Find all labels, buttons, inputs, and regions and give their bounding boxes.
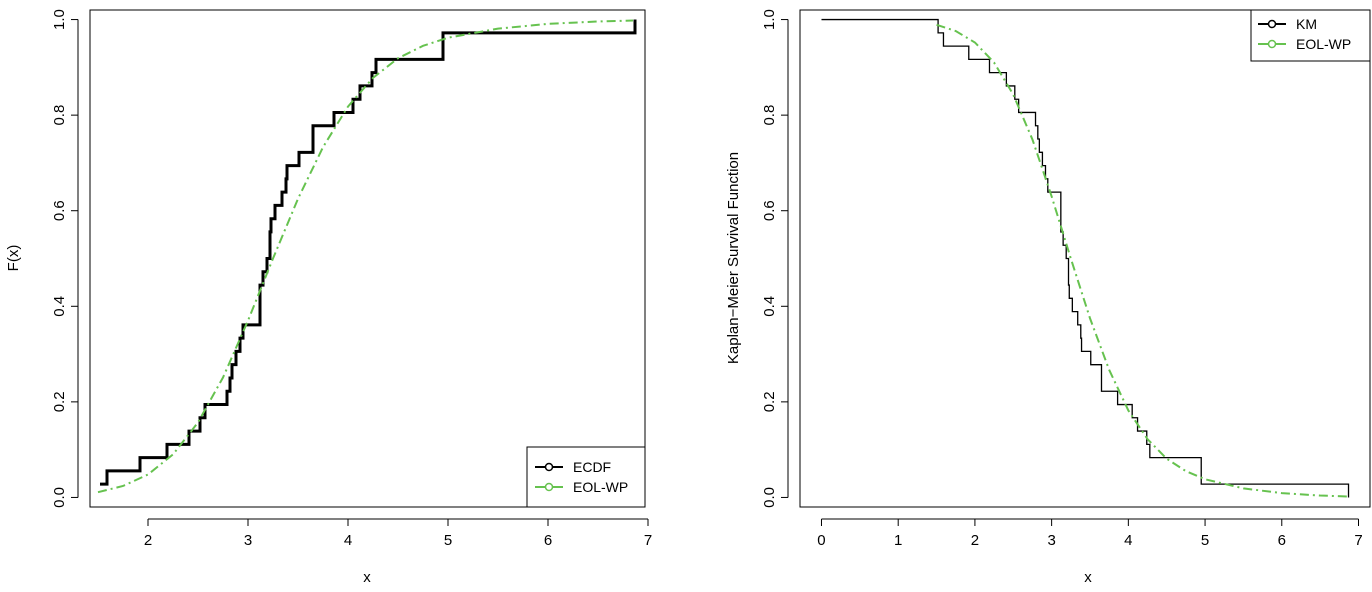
x-tick-label: 7 [644,532,652,549]
legend-eolwp-label: EOL-WP [573,479,628,495]
x-tick-label: 5 [1201,532,1209,549]
x-axis-title: x [363,569,371,586]
y-axis-title: F(x) [5,245,22,272]
y-tick-label: 0.8 [51,105,68,126]
y-tick-label: 1.0 [51,9,68,30]
x-tick-label: 0 [817,532,825,549]
legend: ECDF EOL-WP [526,446,646,508]
legend-ecdf-marker [544,462,554,472]
y-tick-label: 0.4 [51,296,68,317]
y-axis-title: Kaplan−Meier Survival Function [725,152,742,364]
y-tick-label: 0.6 [51,200,68,221]
x-tick-label: 2 [971,532,979,549]
x-tick-label: 7 [1354,532,1362,549]
legend-eolwp-label: EOL-WP [1296,36,1351,52]
plot-box [799,9,1371,508]
series-ecdf-line [100,19,637,486]
x-tick-label: 4 [1124,532,1132,549]
x-axis-title: x [1084,569,1092,586]
x-tick-label: 6 [544,532,552,549]
km-panel: 0 1 2 3 4 5 6 7 0.0 0.2 0.4 0.6 0.8 1.0 x Kaplan−Mei… [725,9,1371,586]
series-km-line [821,18,1350,498]
legend: KM EOL-WP [1250,9,1371,62]
x-tick-label: 3 [244,532,252,549]
series-eol-wp-line [97,19,634,494]
legend-eolwp-marker [1267,39,1277,49]
y-tick-label: 1.0 [761,9,778,30]
x-tick-label: 6 [1278,532,1286,549]
series-eol-wp-line [936,23,1348,498]
legend-ecdf-label: ECDF [573,459,611,475]
legend-km-label: KM [1296,16,1317,32]
y-tick-label: 0.0 [51,487,68,508]
y-axis: 0.0 0.2 0.4 0.6 0.8 1.0 [761,9,789,508]
y-axis: 0.0 0.2 0.4 0.6 0.8 1.0 [51,9,79,508]
x-tick-label: 3 [1047,532,1055,549]
y-tick-label: 0.8 [761,105,778,126]
x-tick-label: 4 [344,532,352,549]
x-tick-label: 2 [144,532,152,549]
legend-km-marker [1267,19,1277,29]
x-tick-label: 1 [894,532,902,549]
legend-box [526,446,646,508]
legend-box [1250,9,1371,62]
plot-box [89,9,646,508]
y-tick-label: 0.4 [761,296,778,317]
x-axis: 0 1 2 3 4 5 6 7 [817,518,1363,549]
y-tick-label: 0.2 [761,391,778,412]
y-tick-label: 0.6 [761,200,778,221]
series-layer [821,18,1350,498]
x-tick-label: 5 [444,532,452,549]
legend-eolwp-marker [544,482,554,492]
x-axis: 2 3 4 5 6 7 [144,518,652,549]
y-tick-label: 0.0 [761,487,778,508]
series-layer [97,19,637,494]
y-tick-label: 0.2 [51,391,68,412]
ecdf-panel: 2 3 4 5 6 7 0.0 0.2 0.4 0.6 0.8 1.0 x F(x) ECDF EO… [5,9,652,586]
